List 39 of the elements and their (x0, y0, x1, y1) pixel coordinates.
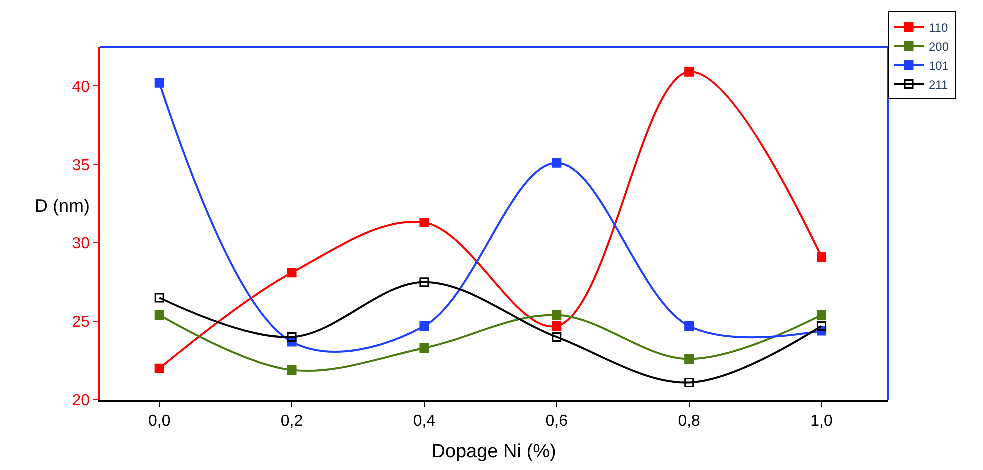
x-tick-label: 0,2 (280, 412, 304, 430)
point (817, 252, 827, 262)
point (684, 378, 694, 388)
legend-label: 110 (929, 20, 948, 35)
point (420, 322, 430, 332)
point (154, 293, 164, 303)
x-axis-title: Dopage Ni (%) (432, 441, 556, 462)
point (154, 310, 164, 320)
x-tick-label: 0,6 (546, 412, 568, 430)
y-tick-label: 40 (72, 78, 90, 96)
legend-label: 200 (929, 40, 950, 54)
y-tick-label: 25 (72, 314, 90, 332)
point (817, 322, 827, 332)
y-axis-title: D (nm) (35, 196, 90, 216)
point (552, 158, 562, 168)
point (817, 310, 827, 320)
point (287, 365, 297, 375)
point (154, 78, 164, 88)
point (287, 268, 297, 278)
x-tick-label: 0,0 (148, 412, 171, 430)
y-tick-label: 30 (72, 236, 90, 253)
point (684, 354, 694, 364)
x-tick-label: 0,4 (413, 412, 436, 430)
point (684, 67, 694, 77)
point (552, 310, 562, 320)
point (420, 218, 430, 228)
point (552, 332, 562, 342)
point (684, 322, 694, 332)
point (154, 364, 164, 374)
legend-label: 101 (929, 58, 950, 73)
point (420, 343, 430, 353)
x-tick-label: 1,0 (810, 412, 833, 430)
point (287, 332, 297, 342)
y-tick-label: 20 (72, 392, 90, 410)
y-tick-label: 35 (72, 157, 90, 174)
point (420, 278, 430, 288)
legend-label: 211 (929, 78, 948, 92)
point (552, 322, 562, 332)
x-tick-label: 0,8 (678, 412, 701, 430)
